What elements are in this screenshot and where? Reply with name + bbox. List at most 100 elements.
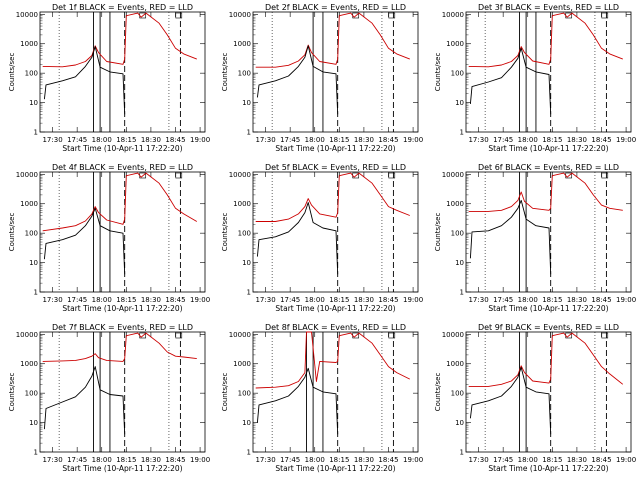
chart-title: Det 9f BLACK = Events, RED = LLD [478,323,619,332]
y-tick-label: 1 [247,449,251,457]
marker-box [175,332,183,339]
marker-box [601,12,609,19]
y-tick-label: 100 [238,230,251,238]
x-tick-label: 18:00 [518,456,538,464]
y-tick-label: 10 [29,419,38,427]
x-axis-label: Start Time (10-Apr-11 17:22:20) [62,144,182,153]
y-axis-label: Counts/sec [434,373,442,412]
y-tick-label: 100 [451,70,464,78]
chart-title: Det 5f BLACK = Events, RED = LLD [265,163,406,172]
series-line-lld-red [42,332,197,362]
y-axis-label: Counts/sec [221,373,229,412]
x-axis-label: Start Time (10-Apr-11 17:22:20) [62,464,182,473]
y-tick-label: 10 [455,99,464,107]
x-tick-label: 17:30 [42,296,62,304]
y-tick-label: 10000 [229,171,251,179]
x-tick-label: 18:45 [378,456,398,464]
x-tick-label: 18:15 [116,296,136,304]
series-line-lld-red [42,12,197,68]
y-tick-label: 10 [242,259,251,267]
series-line-events-black [256,45,339,115]
chart-panel: Det 9f BLACK = Events, RED = LLD 1 10 100 10… [434,323,636,473]
y-axis-label: Counts/sec [434,53,442,92]
x-tick-label: 17:30 [255,296,275,304]
x-tick-label: 19:00 [616,456,636,464]
plot-frame [39,171,206,293]
x-axis-label: Start Time (10-Apr-11 17:22:20) [275,464,395,473]
y-tick-label: 10000 [442,11,464,19]
x-tick-label: 17:30 [42,456,62,464]
marker-box [388,12,396,19]
marker-box [175,12,183,19]
chart-title: Det 1f BLACK = Events, RED = LLD [52,3,193,12]
x-tick-label: 17:30 [468,456,488,464]
y-tick-label: 1000 [20,360,38,368]
x-tick-label: 18:00 [92,456,112,464]
y-axis-label: Counts/sec [221,53,229,92]
y-tick-label: 1000 [446,200,464,208]
series-line-events-black [43,207,126,275]
x-tick-label: 18:30 [567,456,587,464]
y-tick-label: 10000 [442,331,464,339]
x-axis-label: Start Time (10-Apr-11 17:22:20) [488,304,608,313]
x-tick-label: 18:15 [116,136,136,144]
x-tick-label: 18:00 [92,296,112,304]
y-tick-label: 10 [242,99,251,107]
chart-title: Det 4f BLACK = Events, RED = LLD [52,163,193,172]
x-tick-label: 17:45 [67,296,87,304]
x-tick-label: 18:15 [329,296,349,304]
x-tick-label: 17:30 [42,136,62,144]
y-tick-label: 1 [34,449,38,457]
y-tick-label: 1 [34,289,38,297]
y-tick-label: 1 [247,289,251,297]
chart-panel: Det 8f BLACK = Events, RED = LLD 1 10 100 10… [221,323,423,473]
series-line-events-black [43,366,126,435]
plot-frame [39,11,206,133]
y-tick-label: 1000 [20,200,38,208]
plot-frame [252,171,419,293]
chart-title: Det 7f BLACK = Events, RED = LLD [52,323,193,332]
y-axis-label: Counts/sec [8,53,16,92]
x-tick-label: 18:30 [354,136,374,144]
y-tick-label: 100 [25,390,38,398]
plot-frame [465,11,632,133]
chart-panel: Det 7f BLACK = Events, RED = LLD 1 10 100 10… [8,323,210,473]
plot-frame [465,331,632,453]
x-tick-label: 18:00 [518,296,538,304]
x-axis-label: Start Time (10-Apr-11 17:22:20) [275,144,395,153]
x-axis-label: Start Time (10-Apr-11 17:22:20) [62,304,182,313]
y-axis-label: Counts/sec [8,213,16,252]
series-line-events-black [256,367,339,435]
x-tick-label: 18:15 [329,136,349,144]
plot-frame [252,11,419,133]
x-tick-label: 17:30 [468,296,488,304]
chart-panel: Det 3f BLACK = Events, RED = LLD 1 10 100 10… [434,3,636,153]
y-tick-label: 1 [460,289,464,297]
plot-frame [252,331,419,453]
x-tick-label: 19:00 [616,296,636,304]
series-line-lld-red [255,172,410,222]
x-tick-label: 18:30 [354,456,374,464]
series-line-events-black [256,202,339,275]
plot-frame [465,171,632,293]
x-tick-label: 17:45 [493,296,513,304]
x-tick-label: 17:30 [468,136,488,144]
x-tick-label: 18:45 [378,296,398,304]
x-tick-label: 19:00 [190,296,210,304]
y-tick-label: 1 [34,129,38,137]
x-tick-label: 18:00 [305,296,325,304]
x-tick-label: 18:45 [165,456,185,464]
y-tick-label: 1 [460,129,464,137]
series-line-events-black [469,366,552,435]
y-tick-label: 1000 [446,360,464,368]
y-tick-label: 1 [460,449,464,457]
y-tick-label: 10000 [442,171,464,179]
y-tick-label: 1000 [233,40,251,48]
y-tick-label: 100 [451,390,464,398]
chart-panel: Det 1f BLACK = Events, RED = LLD 1 10 100 10… [8,3,210,153]
x-tick-label: 18:45 [591,456,611,464]
x-tick-label: 18:00 [518,136,538,144]
x-tick-label: 18:15 [542,456,562,464]
series-line-lld-red [468,172,623,212]
